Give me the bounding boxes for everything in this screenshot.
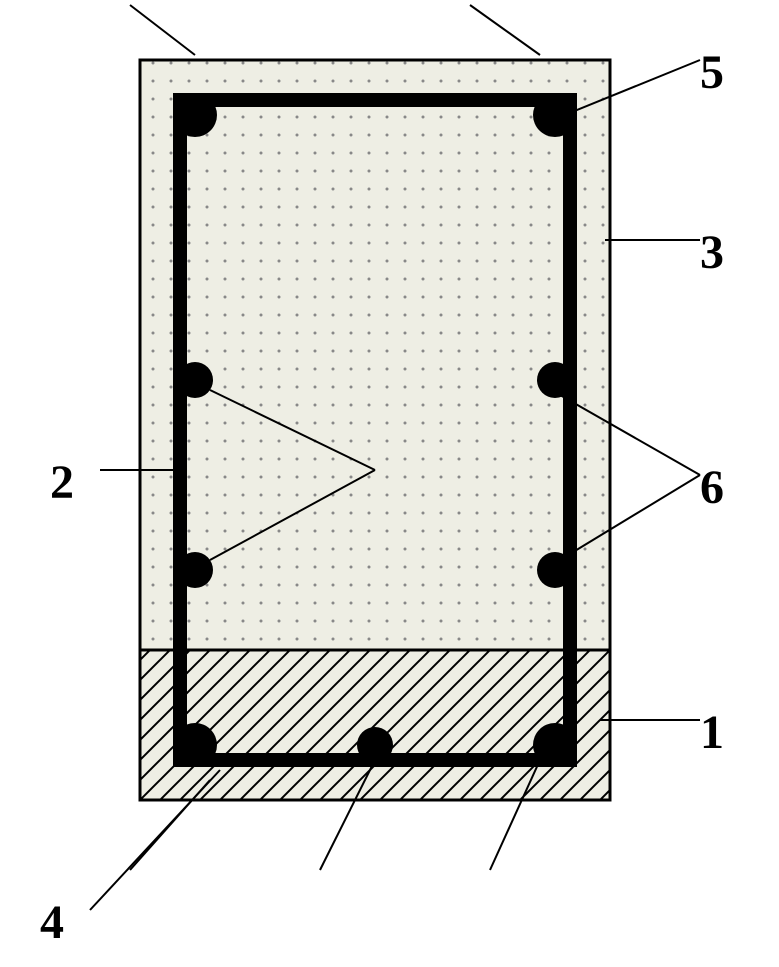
rebar-dot [173,93,217,137]
leader-line [130,5,195,55]
rebar-dot [533,723,577,767]
callout-label-5: 5 [700,45,724,100]
rebar-dot [537,552,573,588]
callout-label-4: 4 [40,895,64,950]
rebar-dot [537,362,573,398]
callout-label-2: 2 [50,455,74,510]
callout-label-6: 6 [700,460,724,515]
cross-section-diagram [0,0,779,967]
rebar-dot [177,552,213,588]
callout-label-1: 1 [700,705,724,760]
rebar-dot [533,93,577,137]
leader-line [470,5,540,55]
callout-label-3: 3 [700,225,724,280]
rebar-dot [357,727,393,763]
rebar-dot [173,723,217,767]
rebar-dot [177,362,213,398]
hatched-region [140,650,610,800]
